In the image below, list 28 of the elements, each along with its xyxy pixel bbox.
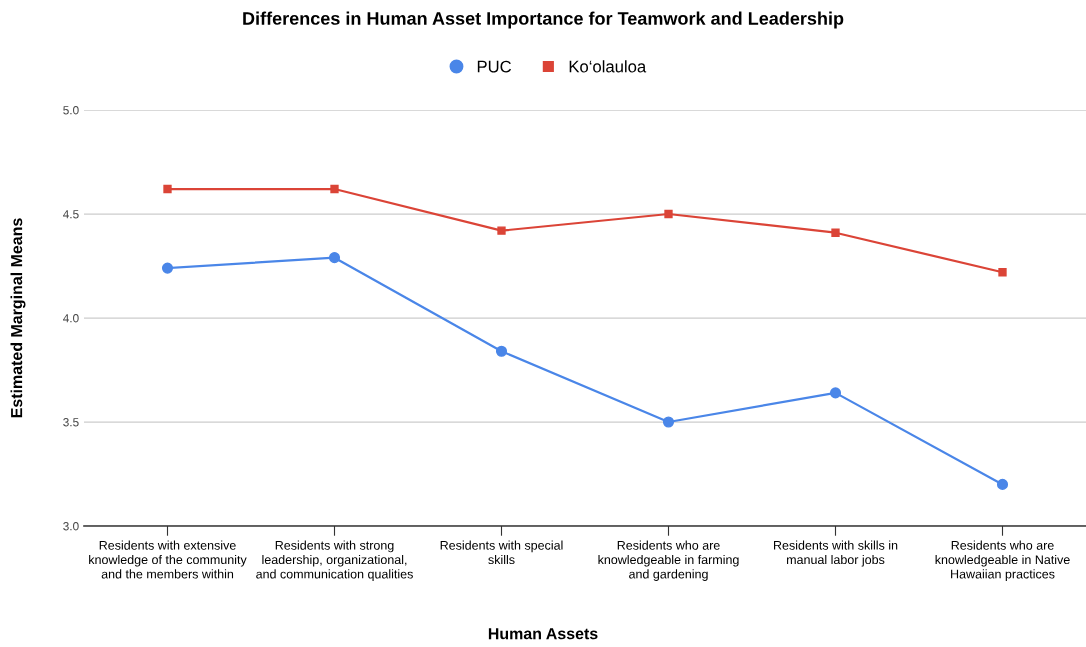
point <box>161 262 174 274</box>
y-tick-label: 4.5 <box>63 210 79 219</box>
x-tick-label: Residents with strong leadership, organizational, and communication qualities <box>256 540 413 581</box>
y-tick-label: 3.0 <box>63 522 79 531</box>
chart-title: Differences in Human Asset Importance for Teamwork and Leadership <box>243 11 844 29</box>
point <box>996 478 1009 490</box>
point <box>829 387 842 399</box>
point <box>163 184 172 194</box>
y-tick-label: 4.0 <box>63 314 79 323</box>
point <box>495 345 508 357</box>
point <box>497 226 506 235</box>
y-axis-title: Estimated Marginal Means <box>10 218 26 418</box>
point <box>330 184 339 194</box>
legend-label: PUC <box>477 60 512 73</box>
x-tick-label: Residents who are knowledgeable in farming and gardening <box>598 540 739 581</box>
x-tick-label: Residents who are knowledgeable in Native Hawaiian practices <box>935 540 1070 581</box>
y-tick-label: 3.5 <box>63 418 79 427</box>
point <box>662 416 675 428</box>
legend-label: Ko‘olauloa <box>569 60 647 73</box>
point <box>328 252 341 264</box>
point <box>831 228 840 237</box>
y-tick-label: 5.0 <box>63 106 79 115</box>
x-axis-title: Human Assets <box>488 628 598 640</box>
point <box>998 268 1007 277</box>
x-tick-label: Residents with skills in manual labor jobs <box>774 540 898 567</box>
x-tick-label: Residents with special skills <box>440 540 563 565</box>
point <box>664 209 673 219</box>
x-tick-label: Residents with extensive knowledge of the community and the members within <box>89 540 247 579</box>
